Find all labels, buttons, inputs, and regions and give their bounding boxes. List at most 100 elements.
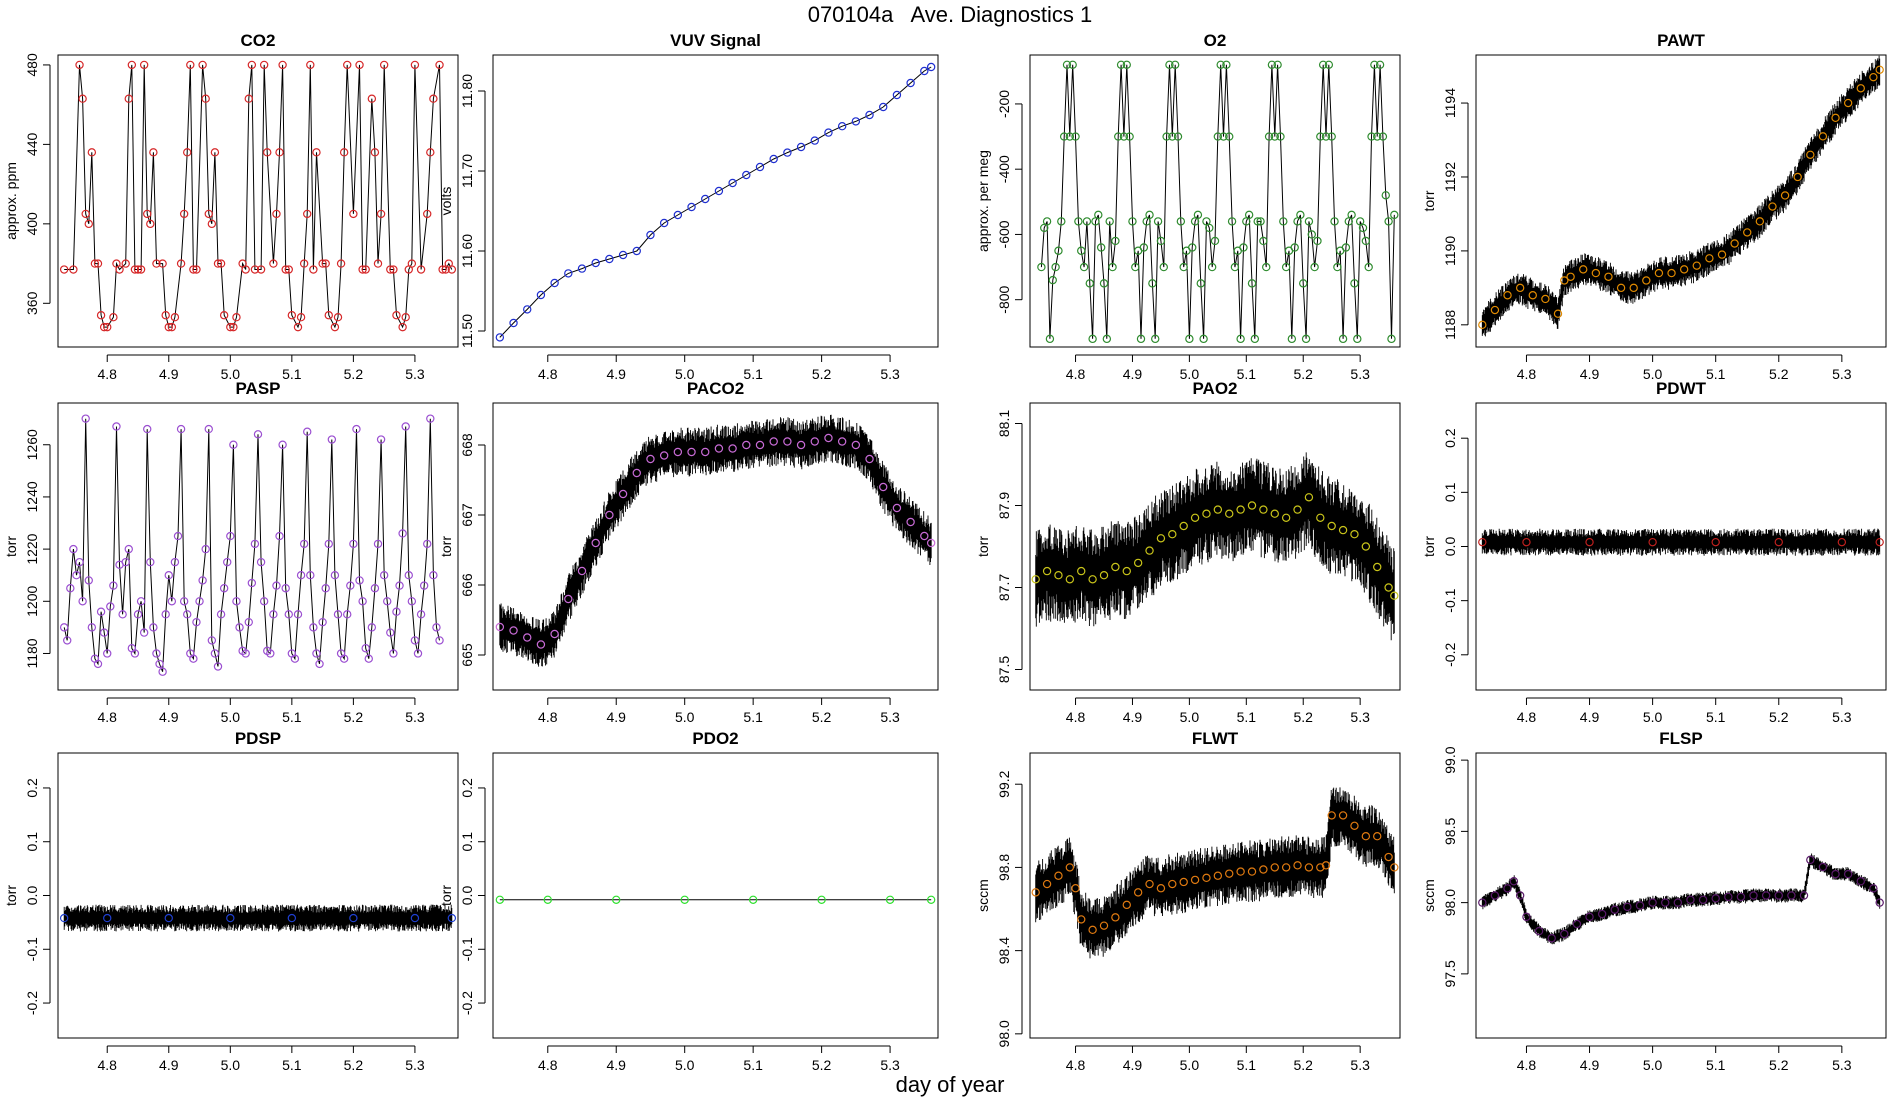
data-point <box>605 254 614 264</box>
data-point <box>1350 279 1359 288</box>
data-point <box>1743 228 1752 237</box>
data-point <box>219 584 229 593</box>
data-point <box>241 265 250 274</box>
data-point <box>426 148 435 157</box>
data-point <box>1105 217 1114 226</box>
data-point <box>210 148 220 157</box>
data-point <box>1262 262 1271 272</box>
data-point <box>1054 871 1063 880</box>
data-point <box>1318 60 1328 69</box>
data-point <box>109 313 118 322</box>
data-point <box>817 895 826 905</box>
data-point <box>1387 334 1396 344</box>
noise-band <box>1481 853 1881 945</box>
data-point <box>1122 900 1131 910</box>
data-point <box>1648 898 1657 907</box>
data-point <box>1051 262 1060 272</box>
data-point <box>99 628 109 637</box>
data-point <box>851 117 861 126</box>
data-point <box>93 259 103 268</box>
data-point <box>103 649 112 658</box>
data-point <box>1077 566 1086 576</box>
x-tick-label: 4.9 <box>1580 366 1600 382</box>
data-point <box>1736 892 1746 902</box>
x-tick-label: 4.8 <box>97 1057 117 1073</box>
data-point <box>1216 60 1225 69</box>
data-point <box>429 571 438 580</box>
data-point <box>189 654 198 663</box>
data-point <box>352 424 361 434</box>
data-point <box>1202 509 1211 518</box>
y-tick-label: 98.5 <box>1442 818 1458 845</box>
data-point <box>284 610 293 619</box>
x-tick-label: 5.1 <box>1237 366 1257 382</box>
x-axis: 4.8 4.9 5.0 5.1 5.2 5.3 <box>538 1045 900 1073</box>
y-axis-label: approx. per meg <box>975 150 991 252</box>
data-point <box>1654 268 1664 278</box>
x-axis: 4.8 4.9 5.0 5.1 5.2 5.3 <box>97 1045 425 1073</box>
data-point <box>429 94 438 103</box>
data-point <box>926 895 936 905</box>
data-point <box>143 209 152 219</box>
data-point <box>687 202 696 212</box>
data-point <box>204 209 213 219</box>
data-point <box>1572 919 1582 929</box>
plot-area <box>1031 787 1399 959</box>
x-tick-label: 4.9 <box>1123 709 1143 725</box>
x-tick-label: 5.0 <box>1180 366 1200 382</box>
data-point <box>1031 575 1040 584</box>
y-axis-label: torr <box>3 885 19 906</box>
data-point <box>343 60 352 70</box>
data-point <box>136 265 146 274</box>
x-tick-label: 5.0 <box>1643 366 1663 382</box>
data-point <box>1173 132 1183 141</box>
data-point <box>379 60 389 70</box>
panel-pdsp: PDSP torr 4.8 4.9 5.0 5.1 5.2 5.3 -0.2 -0.1 0.0 0.1… <box>3 729 459 1073</box>
data-point <box>1629 283 1638 293</box>
data-point <box>742 440 751 450</box>
data-point <box>1185 334 1194 344</box>
data-point <box>87 623 97 632</box>
data-point <box>219 311 229 320</box>
data-point <box>1370 60 1379 69</box>
data-point <box>769 437 778 446</box>
x-tick-label: 4.9 <box>1580 1057 1600 1073</box>
data-point <box>287 311 297 320</box>
data-point <box>1667 268 1676 278</box>
data-point <box>232 597 241 606</box>
data-point <box>1478 537 1487 547</box>
data-point <box>1316 863 1325 872</box>
y-tick-label: -400 <box>996 155 1012 183</box>
data-point <box>1755 217 1765 226</box>
data-point <box>139 628 149 637</box>
data-point <box>1856 84 1865 93</box>
data-point <box>1213 871 1223 880</box>
data-point <box>783 148 792 157</box>
data-point <box>303 209 312 219</box>
data-point <box>1818 132 1828 141</box>
data-point <box>164 913 173 923</box>
data-point <box>509 318 518 328</box>
x-tick-label: 5.3 <box>1832 366 1852 382</box>
panel-title: PASP <box>235 379 280 398</box>
y-tick-label: 480 <box>24 53 40 77</box>
data-point <box>216 259 226 268</box>
x-tick-label: 4.9 <box>606 709 626 725</box>
data-point <box>1293 861 1302 870</box>
data-point <box>1222 60 1231 69</box>
y-tick-label: 0.1 <box>1442 482 1458 502</box>
y-tick-label: 97.5 <box>1442 960 1458 987</box>
y-tick-label: 98.0 <box>996 1020 1012 1047</box>
data-point <box>536 290 546 300</box>
y-axis-label: sccm <box>975 879 991 912</box>
data-point <box>1560 276 1569 285</box>
data-point <box>303 427 312 436</box>
y-axis: 98.0 98.4 98.8 99.2 <box>996 770 1023 1047</box>
x-axis: 4.8 4.9 5.0 5.1 5.2 5.3 <box>1066 354 1370 382</box>
data-point <box>395 581 404 590</box>
data-point <box>361 265 370 274</box>
data-point <box>416 610 426 619</box>
data-point <box>543 895 552 905</box>
data-point <box>612 895 621 905</box>
data-point <box>103 913 112 923</box>
